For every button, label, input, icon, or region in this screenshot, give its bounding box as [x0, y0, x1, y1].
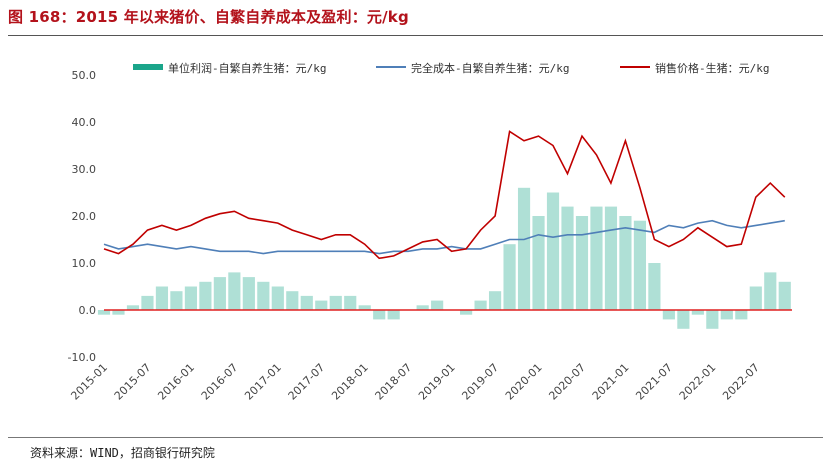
x-tick-label: 2018-07: [373, 361, 415, 403]
y-tick-label: -10.0: [68, 351, 96, 364]
x-tick-label: 2018-01: [329, 361, 371, 403]
x-tick-label: 2019-01: [416, 361, 458, 403]
x-tick-label: 2020-07: [546, 361, 588, 403]
profit-bar: [141, 295, 154, 310]
y-tick-label: 20.0: [72, 210, 97, 223]
profit-bar: [199, 281, 212, 310]
x-tick-label: 2021-01: [590, 361, 632, 403]
profit-bar: [242, 277, 255, 310]
top-rule: [8, 35, 823, 36]
x-axis-ticks: 2015-01 2015-07 2016-01 2016-07 2017-01 2017-…: [68, 361, 761, 403]
profit-bar: [431, 300, 444, 310]
profit-bar: [488, 291, 502, 310]
profit-bar: [764, 272, 777, 310]
y-tick-label: 30.0: [72, 163, 97, 176]
source-note: 资料来源：WIND，招商银行研究院: [30, 446, 215, 460]
profit-bar: [126, 305, 140, 310]
profit-bar: [387, 310, 400, 320]
profit-bar: [329, 295, 342, 310]
profit-bar: [300, 295, 313, 310]
profit-bar: [619, 216, 632, 310]
profit-bar: [517, 187, 531, 310]
profit-bar: [155, 286, 169, 310]
y-tick-label: 50.0: [72, 69, 97, 82]
profit-bar: [416, 305, 429, 310]
profit-bar: [662, 310, 675, 320]
profit-bar: [474, 300, 487, 310]
profit-bar: [575, 216, 589, 310]
series-line-price: [103, 130, 786, 260]
profit-bar: [271, 286, 284, 310]
profit-bar: [648, 263, 661, 310]
x-tick-label: 2019-07: [459, 361, 501, 403]
x-tick-label: 2017-07: [286, 361, 328, 403]
x-tick-label: 2020-01: [503, 361, 545, 403]
profit-bar: [561, 206, 574, 310]
profit-bar: [315, 300, 328, 310]
profit-bar: [170, 291, 183, 310]
profit-bar: [228, 272, 241, 310]
profit-bar: [257, 281, 270, 310]
x-tick-label: 2022-01: [677, 361, 719, 403]
x-tick-label: 2016-07: [199, 361, 241, 403]
profit-bar: [720, 310, 733, 320]
profit-bar-group: [97, 187, 791, 329]
profit-bar: [604, 206, 618, 310]
profit-bar: [460, 310, 473, 315]
x-tick-label: 2017-01: [242, 361, 284, 403]
profit-bar: [735, 310, 748, 320]
x-tick-label: 2015-07: [112, 361, 154, 403]
profit-bar: [749, 286, 762, 310]
series-line-cost: [103, 219, 785, 255]
profit-bar: [503, 244, 516, 310]
legend-swatch-profit: [133, 64, 163, 70]
profit-bar: [590, 206, 603, 310]
profit-bar: [778, 281, 791, 310]
legend-label-price: 销售价格-生猪：元/kg: [655, 61, 770, 75]
figure-title: 图 168：2015 年以来猪价、自繁自养成本及盈利：元/kg: [8, 8, 409, 26]
profit-bar: [184, 286, 197, 310]
x-tick-label: 2021-07: [633, 361, 675, 403]
profit-bar: [532, 216, 545, 310]
profit-bar: [112, 310, 125, 315]
legend: 单位利润-自繁自养生猪：元/kg 完全成本-自繁自养生猪：元/kg 销售价格-生…: [133, 61, 770, 75]
profit-bar: [691, 310, 704, 315]
profit-bar: [358, 305, 371, 310]
profit-bar: [373, 310, 386, 320]
y-tick-label: 10.0: [72, 257, 97, 270]
profit-bar: [97, 310, 111, 315]
x-tick-label: 2016-01: [155, 361, 197, 403]
y-axis-ticks: 50.0 40.0 30.0 20.0 10.0 0.0 -10.0: [68, 69, 96, 364]
profit-bar: [706, 310, 719, 329]
y-tick-label: 40.0: [72, 116, 97, 129]
profit-bar: [213, 277, 226, 310]
profit-bar: [677, 310, 690, 329]
profit-bar: [286, 291, 299, 310]
profit-bar: [546, 192, 560, 310]
legend-label-cost: 完全成本-自繁自养生猪：元/kg: [411, 61, 570, 75]
bottom-rule: [8, 437, 823, 438]
profit-bar: [633, 220, 646, 310]
x-tick-label: 2022-07: [720, 361, 762, 403]
profit-bar: [344, 295, 357, 310]
x-tick-label: 2015-01: [68, 361, 110, 403]
y-tick-label: 0.0: [79, 304, 97, 317]
legend-label-profit: 单位利润-自繁自养生猪：元/kg: [168, 61, 327, 75]
